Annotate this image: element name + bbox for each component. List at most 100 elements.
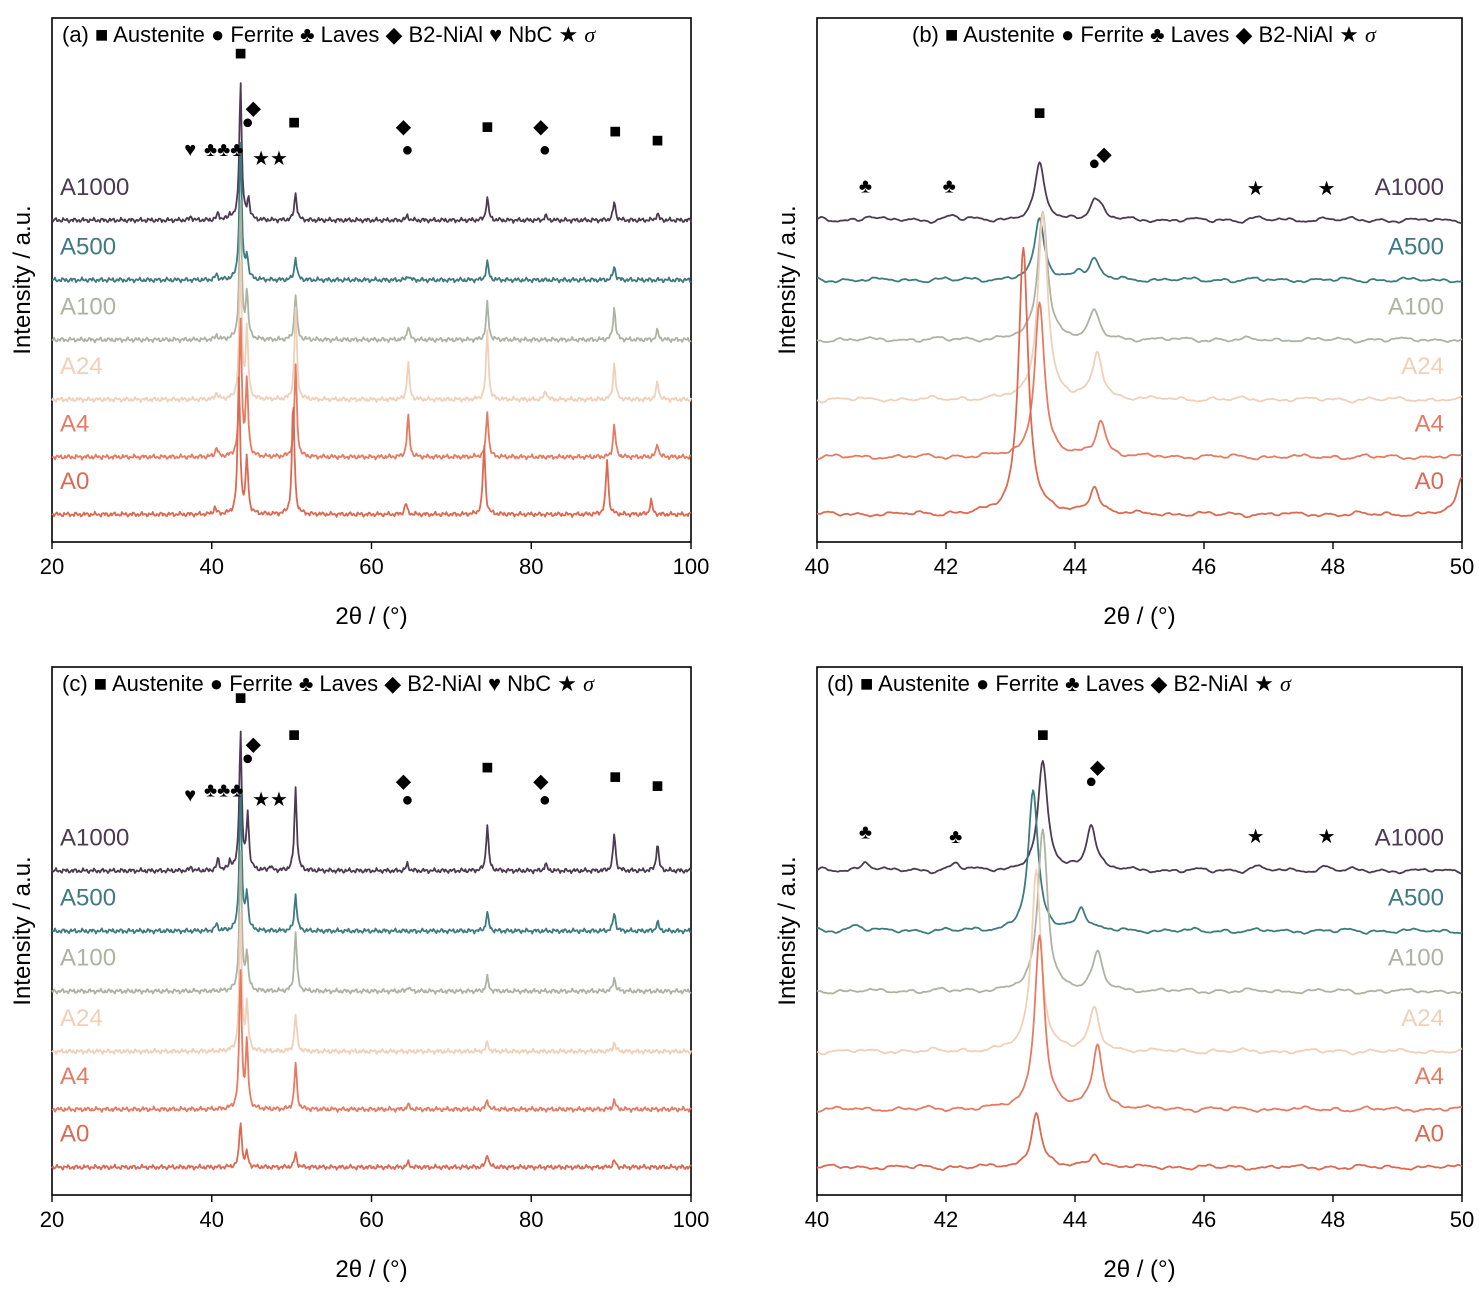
series-label: A1000 [60,174,129,201]
peak-marker: ■ [651,130,663,152]
x-tick-label: 48 [1321,554,1345,579]
series-line-A500 [816,217,1463,284]
x-tick-label: 42 [934,1207,958,1232]
series-line-A4 [816,301,1463,461]
peak-marker: ■ [651,775,663,797]
x-tick-label: 48 [1321,1207,1345,1232]
chart-panel-2: 20 40 60 80 100 2θ / (°) Intensity / a.u. (c) ■… [9,666,710,1283]
series-label: A24 [60,1005,103,1032]
series-label: A0 [60,468,89,495]
series-line-A4 [51,969,692,1113]
series-label: A4 [60,411,89,438]
peak-marker: ★★ [252,789,288,811]
series-line-A0 [51,1122,692,1171]
x-tick-label: 40 [200,554,224,579]
x-tick-label: 20 [40,554,64,579]
series-line-A4 [51,317,692,461]
peak-marker: ◆ [1090,757,1106,779]
peak-marker: ■ [234,687,246,709]
peak-marker: ★ [1318,178,1336,200]
x-tick-label: 60 [359,1207,383,1232]
series-label: A1000 [1375,824,1444,851]
peak-marker: ♣ [859,176,872,198]
peak-marker: ■ [481,757,493,779]
x-tick-label: 40 [805,1207,829,1232]
series-label: A4 [1415,1063,1444,1090]
x-tick-label: 60 [359,554,383,579]
peak-marker: ● [242,111,254,133]
peak-marker: ♥ [184,784,196,806]
series-line-A24 [816,869,1463,1056]
series-label: A24 [1401,1005,1444,1032]
series-line-A100 [51,850,692,995]
series-line-A100 [51,199,692,344]
series-label: A500 [1388,885,1444,912]
peak-marker: ◆ [1096,143,1112,165]
peak-marker: ■ [234,42,246,64]
y-axis-label: Intensity / a.u. [9,205,36,354]
series-label: A1000 [60,824,129,851]
series-label: A100 [1388,293,1444,320]
x-axis-label: 2θ / (°) [1103,603,1175,630]
y-axis-label: Intensity / a.u. [774,205,801,354]
peak-marker: ● [242,747,254,769]
peak-marker: ● [539,139,551,161]
x-tick-label: 100 [673,554,710,579]
x-tick-label: 44 [1063,554,1087,579]
legend-text: (b) ■ Austenite ● Ferrite ♣ Laves ◆ B2-N… [912,22,1377,47]
series-line-A500 [51,791,692,935]
x-axis-label: 2θ / (°) [1103,1256,1175,1283]
series-label: A0 [1415,468,1444,495]
legend-text: (c) ■ Austenite ● Ferrite ♣ Laves ◆ B2-N… [62,671,595,696]
legend-text: (a) ■ Austenite ● Ferrite ♣ Laves ◆ B2-N… [62,22,596,47]
series-line-A500 [816,789,1463,935]
x-tick-label: 100 [673,1207,710,1232]
peak-marker: ◆ [533,116,549,138]
peak-marker: ● [539,789,551,811]
peak-marker: ■ [288,111,300,133]
peak-marker: ■ [481,116,493,138]
series-label: A100 [1388,945,1444,972]
series-line-A1000 [816,161,1462,225]
series-line-A24 [816,212,1463,404]
series-line-A0 [51,376,692,518]
series-line-A1000 [51,730,692,875]
x-axis-label: 2θ / (°) [335,1256,407,1283]
series-line-A1000 [51,82,692,224]
series-label: A4 [60,1063,89,1090]
peak-marker: ★★ [252,148,288,170]
series-line-A500 [51,141,692,284]
y-axis-label: Intensity / a.u. [774,856,801,1005]
peak-marker: ♣ [943,176,956,198]
peak-marker: ■ [1037,724,1049,746]
legend-text: (d) ■ Austenite ● Ferrite ♣ Laves ◆ B2-N… [827,671,1292,696]
plot-frame [816,17,1463,543]
x-tick-label: 46 [1192,554,1216,579]
series-label: A24 [60,353,103,380]
peak-marker: ♣♣♣ [204,780,243,802]
plot-frame [816,666,1463,1196]
peak-marker: ♣♣♣ [204,139,243,161]
peak-marker: ■ [609,766,621,788]
peak-marker: ★ [1318,826,1336,848]
peak-marker: ♣ [859,821,872,843]
x-tick-label: 50 [1450,554,1474,579]
x-tick-label: 46 [1192,1207,1216,1232]
series-line-A100 [816,211,1463,344]
series-line-A4 [816,934,1463,1113]
peak-marker: ★ [1247,178,1265,200]
x-tick-label: 40 [200,1207,224,1232]
y-axis-label: Intensity / a.u. [9,856,36,1005]
x-tick-label: 20 [40,1207,64,1232]
chart-panel-0: 20 40 60 80 100 2θ / (°) Intensity / a.u. (a) ■… [9,17,710,630]
peak-marker: ■ [609,121,621,143]
peak-marker: ■ [288,724,300,746]
series-label: A500 [60,885,116,912]
series-label: A0 [1415,1121,1444,1148]
peak-marker: ■ [1033,102,1045,124]
series-line-A24 [51,911,692,1055]
peak-marker: ◆ [396,116,412,138]
x-tick-label: 50 [1450,1207,1474,1232]
chart-panel-3: 40 42 44 46 48 50 2θ / (°) Intensity / a.u. (d) … [774,666,1474,1283]
